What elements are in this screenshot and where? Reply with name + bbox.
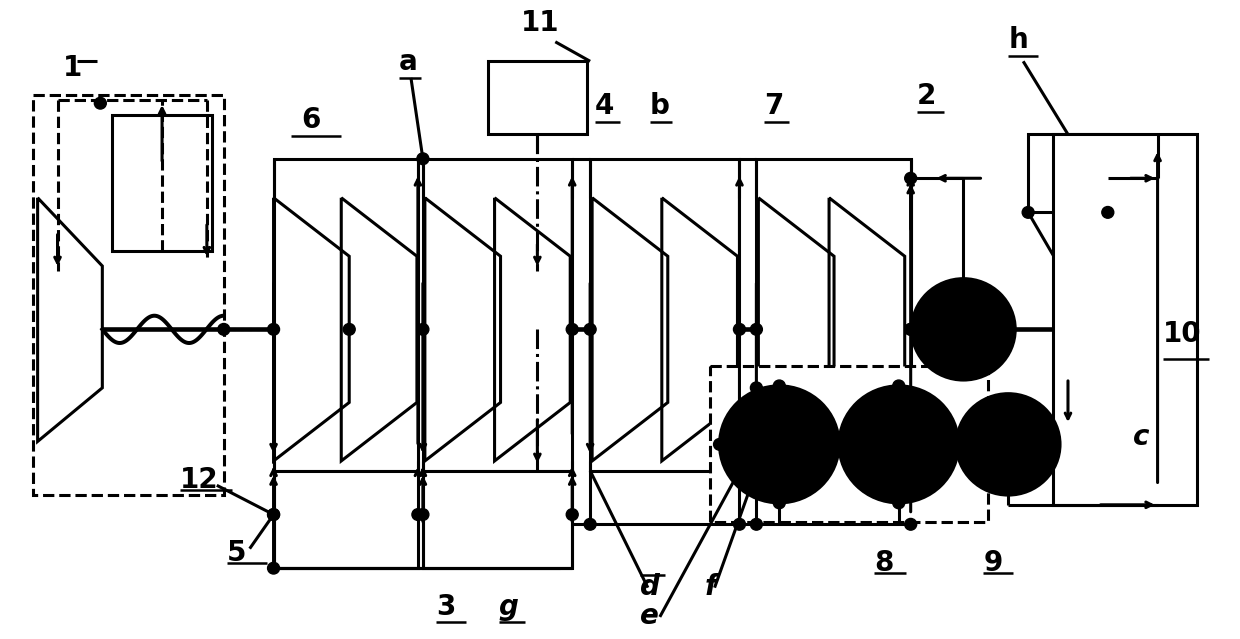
Circle shape bbox=[905, 173, 916, 184]
Circle shape bbox=[951, 438, 962, 450]
Text: 9: 9 bbox=[983, 549, 1003, 576]
Bar bbox=[709, 366, 988, 522]
Bar bbox=[1053, 134, 1198, 505]
Circle shape bbox=[417, 323, 429, 335]
Text: 1: 1 bbox=[62, 54, 82, 82]
Circle shape bbox=[774, 380, 785, 392]
Text: c: c bbox=[1132, 422, 1149, 450]
Circle shape bbox=[734, 323, 745, 335]
Text: h: h bbox=[1008, 26, 1028, 54]
Text: b: b bbox=[650, 92, 670, 119]
Circle shape bbox=[750, 518, 763, 530]
Circle shape bbox=[417, 509, 429, 520]
Text: 5: 5 bbox=[227, 539, 247, 567]
Text: 3: 3 bbox=[435, 592, 455, 620]
Circle shape bbox=[567, 323, 578, 335]
Circle shape bbox=[343, 323, 355, 335]
Circle shape bbox=[268, 323, 279, 335]
Circle shape bbox=[774, 497, 785, 509]
Text: e: e bbox=[640, 603, 658, 630]
Circle shape bbox=[952, 438, 965, 450]
Circle shape bbox=[584, 518, 596, 530]
Circle shape bbox=[713, 438, 725, 450]
Circle shape bbox=[893, 380, 905, 392]
Circle shape bbox=[750, 323, 763, 335]
Bar bbox=[113, 115, 212, 251]
Text: 11: 11 bbox=[521, 9, 559, 37]
Bar bbox=[590, 158, 739, 471]
Text: a: a bbox=[399, 48, 418, 76]
Circle shape bbox=[905, 518, 916, 530]
Bar bbox=[32, 95, 223, 495]
Circle shape bbox=[584, 323, 596, 335]
Bar bbox=[423, 471, 572, 568]
Circle shape bbox=[956, 394, 1060, 495]
Text: d: d bbox=[640, 573, 660, 601]
Bar bbox=[423, 158, 572, 471]
Circle shape bbox=[1022, 206, 1034, 219]
Circle shape bbox=[893, 497, 905, 509]
Circle shape bbox=[750, 382, 763, 394]
Circle shape bbox=[1102, 206, 1114, 219]
Text: g: g bbox=[498, 592, 518, 620]
Circle shape bbox=[268, 509, 279, 520]
Circle shape bbox=[567, 509, 578, 520]
Circle shape bbox=[833, 438, 844, 450]
Circle shape bbox=[268, 562, 279, 574]
Bar bbox=[274, 471, 418, 568]
Text: 10: 10 bbox=[1163, 320, 1202, 348]
Circle shape bbox=[911, 279, 1016, 380]
Circle shape bbox=[833, 438, 844, 450]
Text: 4: 4 bbox=[595, 92, 615, 119]
Text: M: M bbox=[998, 435, 1018, 454]
Text: f: f bbox=[704, 573, 717, 601]
Circle shape bbox=[905, 323, 916, 335]
Circle shape bbox=[412, 509, 424, 520]
Bar bbox=[1028, 134, 1107, 212]
Text: 7: 7 bbox=[764, 92, 784, 119]
Circle shape bbox=[839, 386, 959, 503]
Bar bbox=[487, 61, 588, 134]
Circle shape bbox=[218, 323, 229, 335]
Bar bbox=[274, 158, 418, 471]
Circle shape bbox=[719, 386, 839, 503]
Circle shape bbox=[905, 323, 916, 335]
Text: 8: 8 bbox=[874, 549, 893, 576]
Circle shape bbox=[734, 518, 745, 530]
Text: 12: 12 bbox=[180, 466, 218, 494]
Text: 2: 2 bbox=[916, 82, 936, 110]
Text: 6: 6 bbox=[301, 107, 321, 134]
Bar bbox=[756, 158, 910, 471]
Circle shape bbox=[94, 97, 107, 109]
Circle shape bbox=[417, 153, 429, 165]
Circle shape bbox=[268, 509, 279, 520]
